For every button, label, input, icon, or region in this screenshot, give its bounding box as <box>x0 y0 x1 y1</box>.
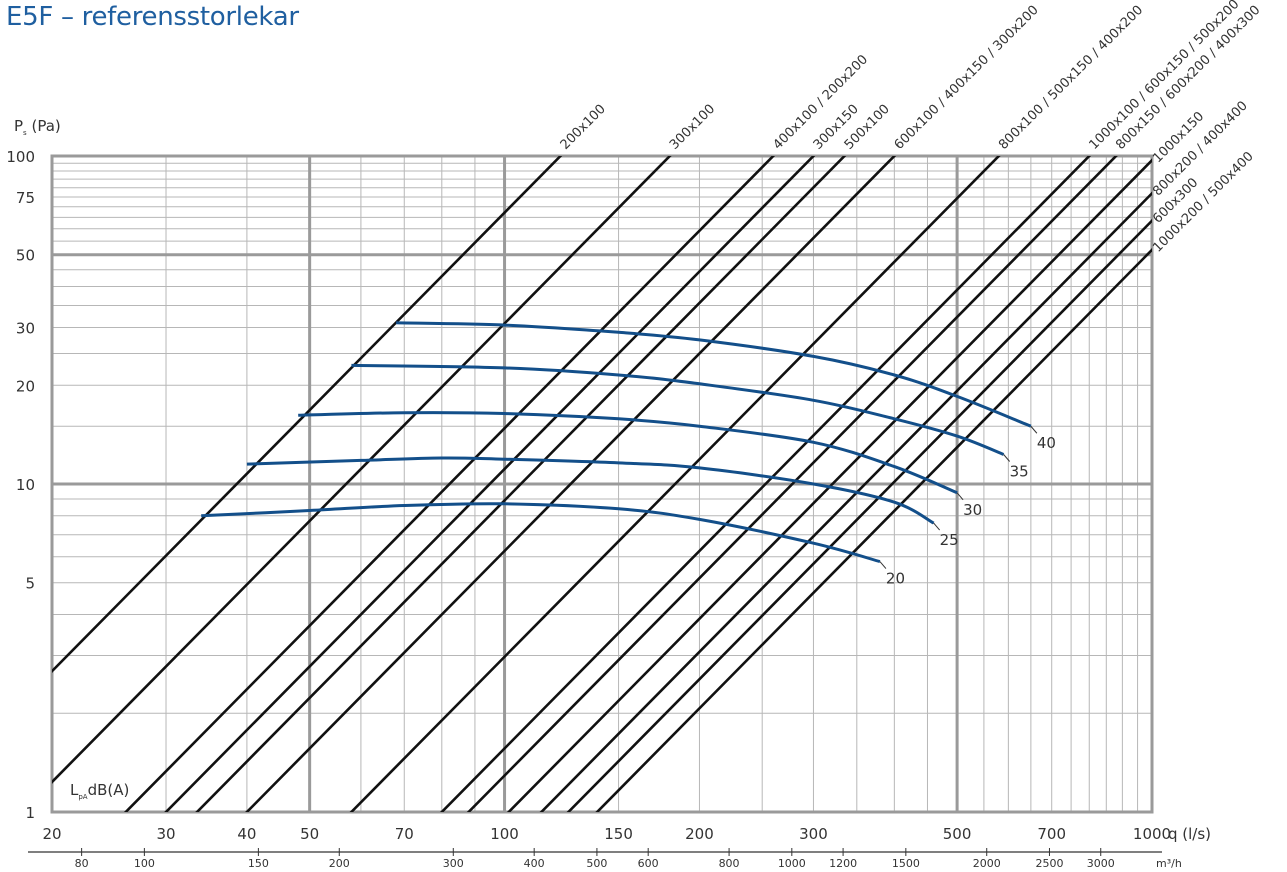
y-tick-label: 75 <box>16 189 35 207</box>
size-line <box>52 156 563 674</box>
x-tick-label: 150 <box>604 825 633 843</box>
sound-curve-20 <box>201 502 881 564</box>
sound-curve-25 <box>246 456 935 525</box>
curve-label-25: 25 <box>940 531 959 549</box>
sound-level-curves <box>201 321 1032 564</box>
secondary-tick-label: 200 <box>329 857 350 870</box>
secondary-tick-label: 3000 <box>1087 857 1115 870</box>
curve-label-leader <box>879 561 887 569</box>
grid <box>51 155 1152 813</box>
secondary-tick-label: 600 <box>638 857 659 870</box>
x-tick-label: 300 <box>799 825 828 843</box>
size-line <box>466 156 1118 812</box>
x-tick-label: 40 <box>237 825 256 843</box>
size-line <box>595 247 1152 812</box>
size-line <box>245 156 897 812</box>
secondary-tick-label: 300 <box>443 857 464 870</box>
y-axis-label: Ps (Pa) <box>14 117 61 137</box>
secondary-tick-label: 100 <box>134 857 155 870</box>
y-tick-label: 100 <box>6 148 35 166</box>
secondary-tick-label: 1000 <box>778 857 806 870</box>
secondary-tick-label: 2500 <box>1035 857 1063 870</box>
curve-label-leader <box>1003 454 1011 462</box>
curve-label-20: 20 <box>886 570 905 588</box>
sound-curve-35 <box>351 363 1005 456</box>
size-line-label: 300x100 <box>667 102 718 153</box>
y-tick-label: 30 <box>16 320 35 338</box>
curve-label-30: 30 <box>963 501 982 519</box>
curve-label-35: 35 <box>1010 463 1029 481</box>
x-tick-label: 700 <box>1037 825 1066 843</box>
curve-label-40: 40 <box>1037 434 1056 452</box>
y-tick-label: 10 <box>16 476 35 494</box>
plot-frame <box>50 154 1154 814</box>
plot-border <box>50 154 1154 814</box>
secondary-tick-label: 1500 <box>892 857 920 870</box>
size-line <box>506 158 1152 812</box>
secondary-tick-label: 500 <box>586 857 607 870</box>
x-tick-label: 100 <box>490 825 519 843</box>
curve-label-leader <box>956 492 964 501</box>
x-tick-label: 200 <box>685 825 714 843</box>
page-title: E5F – referensstorlekar <box>6 2 299 32</box>
x-tick-label: 1000 <box>1133 825 1171 843</box>
curves-label: LpAdB(A) <box>70 781 129 801</box>
sound-curve-40 <box>396 321 1032 428</box>
size-line <box>349 156 1001 812</box>
secondary-tick-label: 1200 <box>829 857 857 870</box>
secondary-tick-label: 800 <box>719 857 740 870</box>
size-line-label: 200x100 <box>558 102 609 153</box>
secondary-tick-label: 2000 <box>973 857 1001 870</box>
y-tick-label: 5 <box>25 575 35 593</box>
size-line <box>164 156 816 812</box>
curve-label-leader <box>933 522 941 531</box>
size-line <box>195 156 847 812</box>
secondary-axis-label: m³/h <box>1156 857 1182 870</box>
size-line <box>123 156 776 812</box>
secondary-tick-label: 400 <box>524 857 545 870</box>
x-axis-label: q (l/s) <box>1168 825 1211 843</box>
sound-curve-30 <box>298 411 958 495</box>
secondary-tick-label: 150 <box>248 857 269 870</box>
x-tick-label: 50 <box>300 825 319 843</box>
x-tick-label: 20 <box>42 825 61 843</box>
size-line <box>52 156 672 784</box>
x-tick-label: 70 <box>395 825 414 843</box>
curve-label-leader <box>1030 425 1038 434</box>
x-tick-label: 500 <box>943 825 972 843</box>
size-lines <box>52 156 1152 812</box>
x-tick-label: 30 <box>156 825 175 843</box>
y-tick-label: 1 <box>25 804 35 822</box>
y-tick-label: 50 <box>16 247 35 265</box>
size-line <box>539 191 1152 812</box>
y-tick-label: 20 <box>16 377 35 395</box>
secondary-tick-label: 80 <box>75 857 89 870</box>
size-line <box>439 156 1092 812</box>
